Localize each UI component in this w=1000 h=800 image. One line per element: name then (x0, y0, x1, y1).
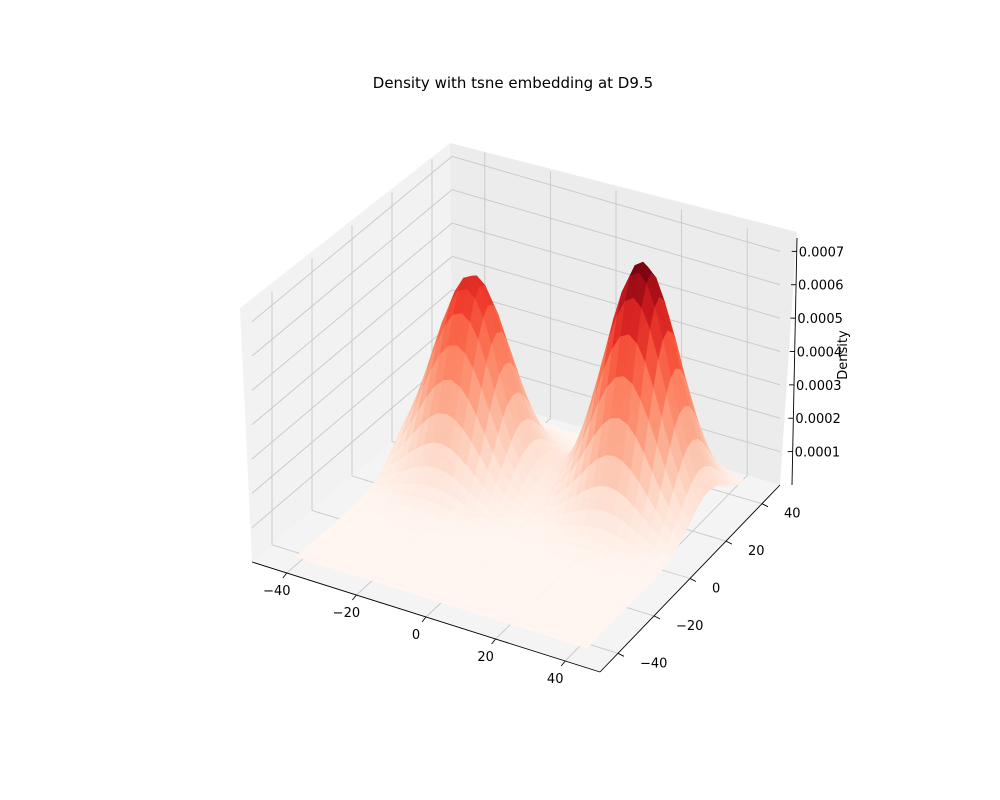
x-tick-mark (352, 594, 357, 601)
x-tick-label: −40 (263, 584, 290, 599)
density-surface (295, 261, 747, 649)
y-axis-ticks: −40 −20 0 20 40 (617, 503, 801, 671)
left-wall-grid-line (251, 256, 453, 426)
z-tick-label: 0.0004 (797, 345, 843, 360)
x-tick-label: −20 (333, 606, 360, 621)
left-pane (240, 143, 452, 562)
y-tick-label: 40 (784, 507, 801, 522)
chart-title: Density with tsne embedding at D9.5 (373, 74, 653, 92)
x-axis-ticks: −40 −20 0 20 40 (263, 572, 566, 687)
left-wall-grid-line (251, 156, 453, 323)
z-axis-label: Density (836, 330, 851, 380)
z-tick-label: 0.0003 (796, 379, 842, 394)
x-tick-mark (560, 660, 566, 667)
z-tick-label: 0.0006 (798, 279, 844, 294)
left-wall-grid-line (251, 189, 453, 357)
z-tick-label: 0.0002 (795, 412, 841, 427)
back-wall-grid-line (451, 256, 781, 352)
back-wall-grid-line (451, 155, 781, 252)
z-tick-label: 0.0007 (799, 245, 845, 260)
y-tick-mark (725, 540, 733, 545)
x-tick-label: 40 (547, 672, 564, 687)
x-tick-mark (282, 572, 288, 579)
z-axis-ticks: 0.0001 0.0002 0.0003 0.0004 0.0005 0.0006 0.00… (787, 245, 845, 461)
z-tick-label: 0.0005 (797, 312, 843, 327)
y-tick-label: 20 (748, 544, 765, 559)
y-tick-mark (617, 652, 625, 657)
left-wall-grid-line (251, 222, 453, 391)
y-tick-mark (653, 615, 661, 620)
x-tick-label: 20 (477, 650, 494, 665)
left-wall-grid-line (251, 289, 453, 460)
y-tick-label: −40 (640, 656, 667, 671)
z-tick-label: 0.0001 (795, 446, 841, 461)
y-tick-mark (689, 578, 697, 582)
y-tick-label: 0 (712, 582, 720, 597)
y-tick-mark (761, 503, 769, 508)
x-tick-mark (491, 638, 496, 645)
y-tick-label: −20 (676, 619, 703, 634)
back-wall-grid-line (451, 189, 781, 286)
x-tick-label: 0 (412, 628, 420, 643)
left-wall-grid-line (251, 356, 453, 529)
surface-patch (577, 640, 592, 649)
x-tick-mark (421, 616, 427, 623)
back-wall-grid-line (451, 222, 781, 319)
z-axis-line (791, 237, 798, 486)
left-wall-grid-line (251, 322, 453, 494)
